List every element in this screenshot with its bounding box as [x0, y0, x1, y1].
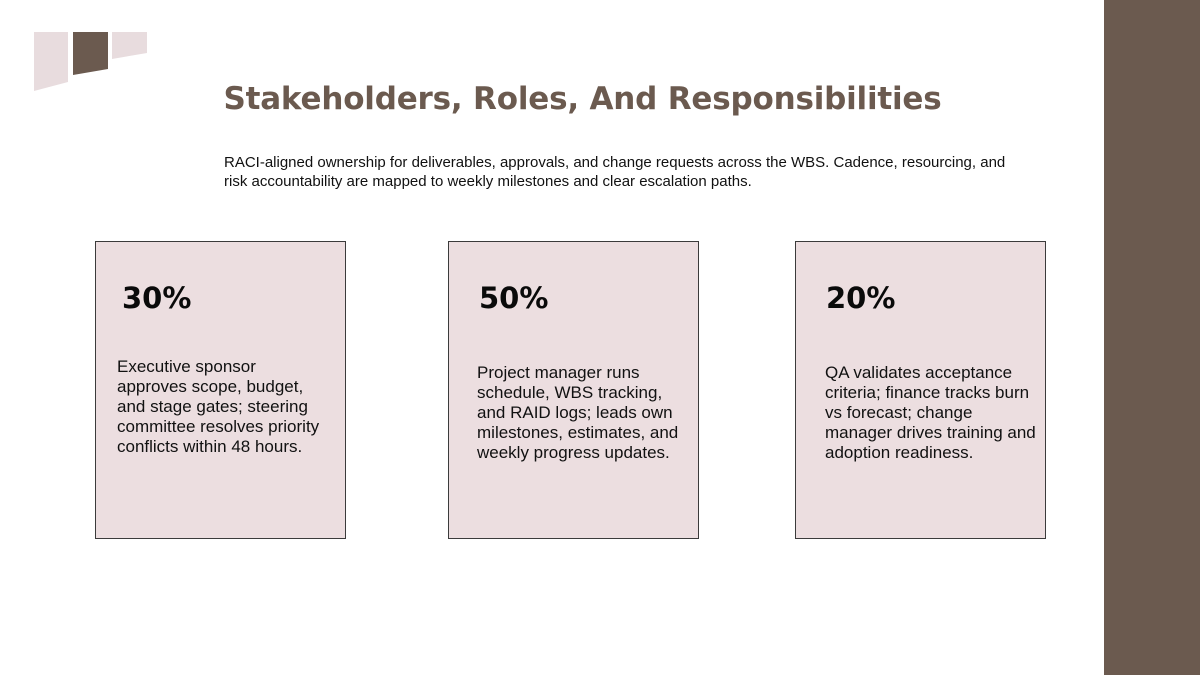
stat-card: 20% QA validates acceptance criteria; fi…	[795, 241, 1046, 539]
right-accent-band	[1104, 0, 1200, 675]
stat-card: 50% Project manager runs schedule, WBS t…	[448, 241, 699, 539]
page-title: Stakeholders, Roles, And Responsibilitie…	[223, 81, 942, 117]
stat-description: Executive sponsor approves scope, budget…	[117, 357, 320, 456]
logo-shape-right	[112, 32, 147, 59]
stat-description: QA validates acceptance criteria; financ…	[825, 363, 1036, 462]
stat-percent: 30%	[122, 281, 192, 315]
stat-description: Project manager runs schedule, WBS track…	[477, 363, 679, 462]
page-subtitle: RACI-aligned ownership for deliverables,…	[224, 154, 1006, 190]
stat-percent: 20%	[826, 281, 896, 315]
logo-shape-middle	[73, 32, 108, 75]
logo-mark	[34, 32, 147, 91]
logo-shape-left	[34, 32, 68, 91]
stat-card: 30% Executive sponsor approves scope, bu…	[95, 241, 346, 539]
stat-percent: 50%	[479, 281, 549, 315]
